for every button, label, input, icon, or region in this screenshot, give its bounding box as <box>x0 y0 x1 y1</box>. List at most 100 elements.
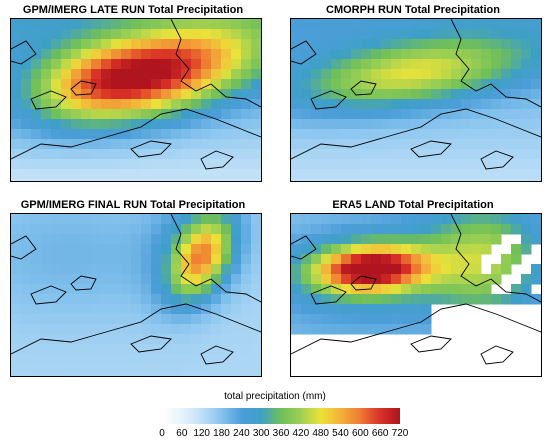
precip-cell <box>321 284 332 295</box>
precip-cell <box>151 244 162 255</box>
precip-cell <box>371 29 382 40</box>
precip-cell <box>11 129 22 140</box>
precip-cell <box>481 59 492 70</box>
precip-cell <box>531 224 541 235</box>
precip-cell <box>171 374 182 376</box>
precip-cell <box>371 224 382 235</box>
precip-cell <box>111 294 122 305</box>
precip-cell <box>311 19 322 30</box>
precip-cell <box>491 179 502 181</box>
precip-cell <box>231 284 242 295</box>
precip-cell <box>431 284 442 295</box>
precip-cell <box>141 129 152 140</box>
precip-cell <box>451 169 462 180</box>
precip-cell <box>101 139 112 150</box>
precip-cell <box>61 344 72 355</box>
precip-cell <box>151 49 162 60</box>
coastline <box>480 150 514 170</box>
precip-cell <box>231 159 242 170</box>
precip-cell <box>231 49 242 60</box>
precip-cell <box>121 109 132 120</box>
precip-cell <box>391 284 402 295</box>
precip-cell <box>301 314 312 325</box>
precip-cell <box>301 49 312 60</box>
precip-cell <box>431 254 442 265</box>
precip-cell <box>21 374 32 376</box>
precip-cell <box>61 159 72 170</box>
precip-cell <box>181 354 192 365</box>
precip-cell <box>21 89 32 100</box>
precip-cell <box>241 99 252 110</box>
precip-cell <box>151 129 162 140</box>
precip-cell <box>331 304 342 315</box>
precip-cell <box>131 79 142 90</box>
precip-cell <box>451 214 462 225</box>
precip-cell <box>51 234 62 245</box>
precip-cell <box>331 214 342 225</box>
precip-cell <box>101 179 112 181</box>
coastline <box>291 235 317 260</box>
precip-cell <box>431 89 442 100</box>
precip-cell <box>441 159 452 170</box>
precip-cell <box>301 224 312 235</box>
precip-cell <box>351 234 362 245</box>
precip-cell <box>41 19 52 30</box>
precip-cell <box>451 89 462 100</box>
precip-cell <box>491 149 502 160</box>
precip-cell <box>341 49 352 60</box>
precip-cell <box>51 354 62 365</box>
precip-cell <box>181 179 192 181</box>
precip-cell <box>381 59 392 70</box>
precip-cell <box>381 254 392 265</box>
precip-cell <box>511 139 522 150</box>
precip-cell <box>41 324 52 335</box>
precip-cell <box>471 234 482 245</box>
precip-cell <box>431 139 442 150</box>
precip-cell <box>11 324 22 335</box>
panel-title-cmorph: CMORPH RUN Total Precipitation <box>326 4 500 16</box>
precip-cell <box>441 234 452 245</box>
precip-cell <box>231 244 242 255</box>
precip-cell <box>301 69 312 80</box>
precip-cell <box>391 79 402 90</box>
precip-cell <box>171 324 182 335</box>
precip-cell <box>91 354 102 365</box>
precip-cell <box>341 109 352 120</box>
precip-cell <box>221 254 232 265</box>
precip-cell <box>131 354 142 365</box>
colorbar-tick-label: 360 <box>272 428 290 439</box>
precip-cell <box>41 264 52 275</box>
precip-cell <box>321 59 332 70</box>
precip-cell <box>251 169 261 180</box>
precip-cell <box>151 364 162 375</box>
precip-cell <box>521 79 532 90</box>
precip-cell <box>11 314 22 325</box>
colorbar-tick-label: 600 <box>351 428 369 439</box>
precip-cell <box>301 244 312 255</box>
precip-cell <box>211 119 222 130</box>
precip-cell <box>351 99 362 110</box>
precip-cell <box>361 99 372 110</box>
precip-cell <box>151 354 162 365</box>
precip-cell <box>71 179 82 181</box>
precip-cell <box>71 109 82 120</box>
precip-cell <box>411 314 422 325</box>
precip-cell <box>441 214 452 225</box>
precip-cell <box>531 109 541 120</box>
precip-cell <box>121 344 132 355</box>
precip-cell <box>451 129 462 140</box>
precip-cell <box>181 39 192 50</box>
colorbar-tick-label: 120 <box>193 428 210 439</box>
precip-cell <box>241 254 252 265</box>
precip-cell <box>111 89 122 100</box>
colorbar-tick-label: 0 <box>159 428 165 439</box>
precip-cell <box>391 224 402 235</box>
precip-cell <box>401 49 412 60</box>
precip-cell <box>461 294 472 305</box>
precip-cell <box>501 169 512 180</box>
precip-cell <box>421 179 432 181</box>
precip-cell <box>461 59 472 70</box>
precip-cell <box>361 119 372 130</box>
precip-cell <box>371 89 382 100</box>
precip-cell <box>251 334 261 345</box>
